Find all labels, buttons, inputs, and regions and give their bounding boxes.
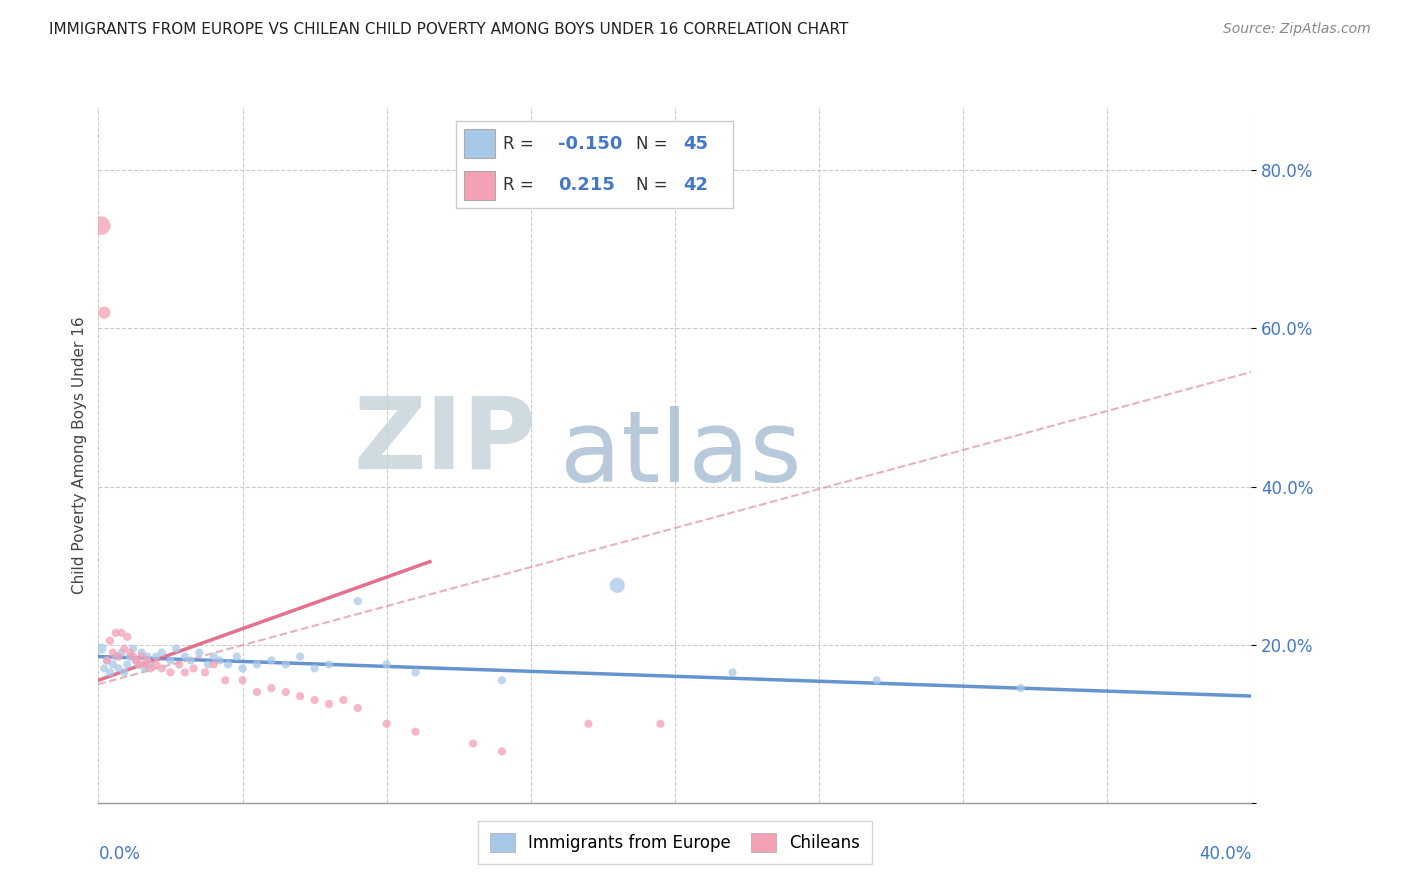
Point [136, 649, 159, 664]
Point [246, 685, 269, 699]
Point [136, 653, 159, 667]
Point [110, 625, 132, 640]
Point [231, 673, 254, 688]
Point [128, 657, 150, 672]
Point [145, 657, 167, 672]
Text: 0.0%: 0.0% [98, 845, 141, 863]
Point [332, 693, 354, 707]
Point [346, 701, 368, 715]
Point [104, 625, 127, 640]
Point [721, 665, 744, 680]
Point [112, 665, 135, 680]
Point [274, 657, 297, 672]
Point [290, 649, 312, 664]
Point [101, 646, 124, 660]
Point [159, 665, 181, 680]
Point [375, 657, 398, 672]
Point [96, 653, 118, 667]
Point [304, 693, 326, 707]
Text: 40.0%: 40.0% [1199, 845, 1251, 863]
Text: atlas: atlas [560, 407, 801, 503]
Point [125, 653, 148, 667]
Point [318, 697, 340, 711]
Point [188, 646, 211, 660]
Point [134, 657, 156, 672]
Point [274, 685, 297, 699]
Point [578, 716, 600, 731]
Point [107, 649, 129, 664]
Point [93, 305, 115, 319]
Text: Source: ZipAtlas.com: Source: ZipAtlas.com [1223, 22, 1371, 37]
Point [183, 661, 205, 675]
Point [101, 657, 124, 672]
Point [461, 737, 484, 751]
Point [214, 673, 236, 688]
Point [96, 653, 118, 667]
Point [107, 661, 129, 675]
Point [197, 657, 219, 672]
Point [90, 219, 112, 233]
Point [208, 653, 231, 667]
Point [117, 630, 138, 644]
Point [202, 649, 225, 664]
Point [117, 657, 138, 672]
Text: IMMIGRANTS FROM EUROPE VS CHILEAN CHILD POVERTY AMONG BOYS UNDER 16 CORRELATION : IMMIGRANTS FROM EUROPE VS CHILEAN CHILD … [49, 22, 849, 37]
Point [290, 689, 312, 703]
Point [159, 653, 181, 667]
Point [165, 641, 187, 656]
Point [122, 649, 145, 664]
Point [104, 649, 127, 664]
Point [122, 641, 145, 656]
Point [150, 646, 173, 660]
Y-axis label: Child Poverty Among Boys Under 16: Child Poverty Among Boys Under 16 [72, 316, 87, 594]
Point [174, 649, 197, 664]
Point [139, 661, 162, 675]
Text: ZIP: ZIP [354, 392, 537, 490]
Point [131, 646, 153, 660]
Point [112, 641, 135, 656]
Point [231, 661, 254, 675]
Point [167, 657, 190, 672]
Point [650, 716, 672, 731]
Point [150, 661, 173, 675]
Point [145, 649, 167, 664]
Point [110, 646, 132, 660]
Point [866, 673, 889, 688]
Point [260, 653, 283, 667]
Point [491, 744, 513, 758]
Point [120, 646, 142, 660]
Point [318, 657, 340, 672]
Point [405, 724, 427, 739]
Point [90, 641, 112, 656]
Point [120, 649, 142, 664]
Point [131, 649, 153, 664]
Point [405, 665, 427, 680]
Point [180, 653, 202, 667]
Point [128, 657, 150, 672]
Point [375, 716, 398, 731]
Point [260, 681, 283, 695]
Point [93, 661, 115, 675]
Point [125, 653, 148, 667]
Point [98, 633, 121, 648]
Point [491, 673, 513, 688]
Point [225, 649, 247, 664]
Point [174, 665, 197, 680]
Point [217, 657, 239, 672]
Point [134, 661, 156, 675]
Point [98, 665, 121, 680]
Point [1010, 681, 1032, 695]
Point [346, 594, 368, 608]
Point [194, 665, 217, 680]
Point [304, 661, 326, 675]
Point [246, 657, 269, 672]
Point [606, 578, 628, 592]
Legend: Immigrants from Europe, Chileans: Immigrants from Europe, Chileans [478, 822, 872, 864]
Point [139, 657, 162, 672]
Point [202, 657, 225, 672]
